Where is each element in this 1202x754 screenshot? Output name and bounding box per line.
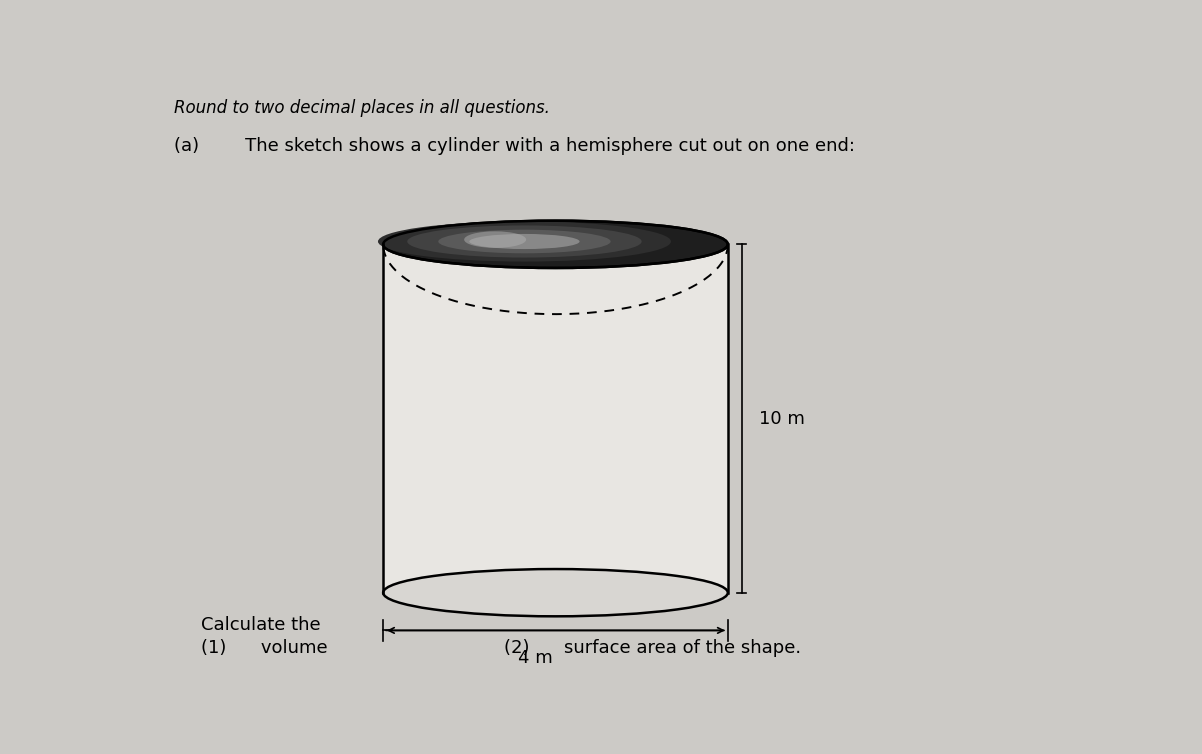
Ellipse shape xyxy=(439,230,611,253)
Text: 10 m: 10 m xyxy=(758,409,804,428)
Ellipse shape xyxy=(383,569,727,616)
Text: (2)      surface area of the shape.: (2) surface area of the shape. xyxy=(505,639,802,657)
Polygon shape xyxy=(383,244,727,593)
Text: Round to two decimal places in all questions.: Round to two decimal places in all quest… xyxy=(173,100,549,117)
Ellipse shape xyxy=(383,221,727,268)
Ellipse shape xyxy=(407,225,642,258)
Ellipse shape xyxy=(377,222,671,262)
Ellipse shape xyxy=(383,221,727,268)
Text: Calculate the: Calculate the xyxy=(202,616,321,634)
Ellipse shape xyxy=(469,234,579,249)
Ellipse shape xyxy=(464,231,526,248)
Text: 4 m: 4 m xyxy=(518,649,553,667)
Text: (1)      volume: (1) volume xyxy=(202,639,328,657)
Text: (a)        The sketch shows a cylinder with a hemisphere cut out on one end:: (a) The sketch shows a cylinder with a h… xyxy=(173,137,855,155)
